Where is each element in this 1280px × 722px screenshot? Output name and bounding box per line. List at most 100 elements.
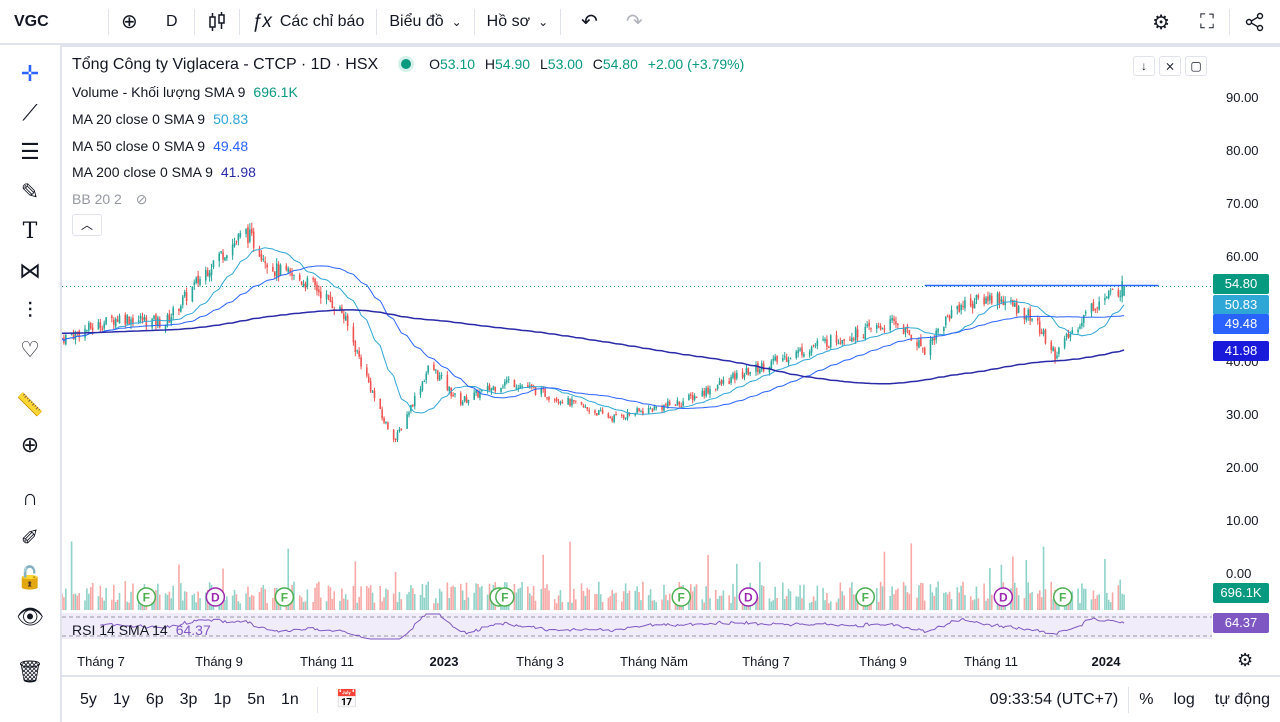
candle-body — [527, 385, 529, 388]
ma200-label: MA 200 close 0 SMA 9 — [72, 164, 213, 180]
trash-icon[interactable]: 🗑 — [16, 659, 44, 684]
legend-rsi[interactable]: RSI 14 SMA 14 64.37 — [72, 622, 211, 638]
magnet-icon[interactable]: ∩ — [22, 485, 38, 510]
ruler-icon[interactable]: 📏 — [16, 392, 44, 417]
candle-body — [620, 414, 623, 416]
volume-bar — [327, 585, 330, 610]
candle-body — [998, 292, 1001, 304]
candle-body — [369, 381, 372, 392]
range-6m[interactable]: 6p — [145, 690, 164, 708]
maximize-pane-icon[interactable]: ▢ — [1185, 56, 1207, 76]
candles-icon[interactable] — [195, 0, 239, 44]
legend-ma50[interactable]: MA 50 close 0 SMA 9 49.48 — [72, 138, 248, 154]
collapse-pane-icon[interactable]: ⨯ — [1159, 56, 1181, 76]
candle-body — [72, 334, 75, 339]
pencil-lock-icon[interactable]: ✐ — [20, 525, 40, 550]
profile-dropdown[interactable]: Hồ sơ ⌄ — [475, 0, 560, 44]
legend-ma200[interactable]: MA 200 close 0 SMA 9 41.98 — [72, 164, 256, 180]
range-3m[interactable]: 3p — [179, 690, 198, 708]
candle-body — [688, 394, 690, 401]
candle-body — [1123, 286, 1125, 296]
event-marker-label: F — [501, 591, 508, 605]
time-tick: 2024 — [1091, 654, 1121, 669]
volume-bar — [475, 583, 477, 610]
fib-lines-icon[interactable]: ☰ — [20, 139, 40, 164]
volume-bar — [829, 601, 832, 610]
chart-pane[interactable] — [62, 47, 1280, 675]
candle-body — [114, 318, 117, 327]
price-chart[interactable]: FDFFFFDFDF — [62, 47, 1280, 675]
legend-ma20[interactable]: MA 20 close 0 SMA 9 50.83 — [72, 111, 248, 127]
redo-icon[interactable]: ↷ — [625, 11, 643, 33]
volume-bar — [180, 583, 182, 610]
gear-icon[interactable]: ⚙ — [1152, 11, 1170, 34]
range-1m[interactable]: 1p — [213, 690, 232, 708]
ma50-line — [62, 265, 1125, 410]
candle-body — [636, 408, 638, 413]
collapse-legend-button[interactable]: ︿ — [72, 214, 102, 236]
volume-bar — [298, 595, 301, 610]
candle-body — [923, 347, 926, 355]
arrow-down-icon[interactable]: ↓ — [1133, 56, 1155, 76]
candle-body — [987, 296, 989, 302]
candle-body — [757, 363, 759, 372]
gear-icon[interactable]: ⚙ — [1237, 650, 1254, 670]
share-icon[interactable] — [1230, 0, 1280, 44]
candle-body — [346, 315, 349, 327]
percent-toggle[interactable]: % — [1139, 690, 1154, 708]
candle-body — [829, 335, 832, 348]
plus-circle-icon[interactable]: ⊕ — [121, 11, 138, 33]
symbol-search[interactable]: VGC — [14, 12, 49, 30]
undo-icon[interactable]: ↶ — [581, 11, 598, 33]
heart-icon[interactable]: ♡ — [20, 337, 40, 362]
eye-crossed-icon[interactable]: ⊘ — [135, 191, 148, 207]
candle-body — [245, 228, 247, 235]
candle-body — [423, 380, 426, 382]
financial-event-marker — [136, 587, 157, 607]
volume-bar — [339, 600, 341, 610]
pattern-icon[interactable]: ⋈ — [19, 258, 41, 283]
range-5y[interactable]: 5y — [80, 690, 97, 708]
layout-dropdown[interactable]: Biểu đồ ⌄ — [377, 0, 473, 44]
auto-toggle[interactable]: tự động — [1214, 690, 1270, 708]
calendar-range-icon[interactable]: 📅 — [335, 689, 359, 709]
symbol-title[interactable]: Tổng Công ty Viglacera - CTCP · 1D · HSX — [72, 56, 379, 73]
volume-bar — [663, 584, 665, 610]
clock-timezone[interactable]: 09:33:54 (UTC+7) — [989, 690, 1119, 708]
log-toggle[interactable]: log — [1173, 690, 1195, 708]
brush-icon[interactable]: ✎ — [20, 179, 40, 204]
eye-icon[interactable]: 👁 — [16, 604, 44, 629]
volume-bar — [897, 588, 899, 610]
candle-body — [553, 399, 556, 401]
candle-body — [622, 415, 625, 419]
indicators-button[interactable]: ƒx Các chỉ báo — [240, 0, 377, 44]
candle-body — [262, 258, 265, 260]
volume-bar — [651, 600, 654, 610]
candle-body — [339, 306, 341, 311]
fullscreen-icon[interactable]: ⛶ — [1200, 10, 1214, 33]
volume-bar — [736, 563, 738, 610]
candle-body — [289, 269, 291, 273]
crosshair-icon[interactable]: ✛ — [20, 61, 40, 86]
volume-bar — [772, 600, 775, 610]
volume-bar — [249, 596, 251, 610]
range-1y[interactable]: 1y — [112, 690, 130, 708]
time-tick: Tháng 7 — [742, 654, 790, 669]
candle-body — [808, 351, 811, 356]
interval-button[interactable]: D — [165, 12, 178, 30]
lock-icon[interactable]: 🔓 — [16, 565, 44, 590]
legend-volume[interactable]: Volume - Khối lượng SMA 9 696.1K — [72, 84, 298, 100]
volume-bar — [316, 583, 318, 610]
volume-bar — [1052, 599, 1054, 610]
volume-bar — [406, 594, 408, 610]
trend-line-icon[interactable]: ⟋ — [22, 100, 38, 125]
candle-body — [212, 260, 215, 268]
range-1d[interactable]: 1n — [281, 690, 299, 708]
text-icon[interactable]: T — [22, 219, 38, 244]
forecast-icon[interactable]: ⫶ — [27, 298, 33, 323]
legend-bb[interactable]: BB 20 2 ⊘ — [72, 191, 147, 208]
zoom-in-icon[interactable]: ⊕ — [20, 432, 40, 457]
candle-body — [312, 277, 314, 280]
candle-body — [1096, 307, 1099, 309]
range-5d[interactable]: 5n — [247, 690, 265, 708]
